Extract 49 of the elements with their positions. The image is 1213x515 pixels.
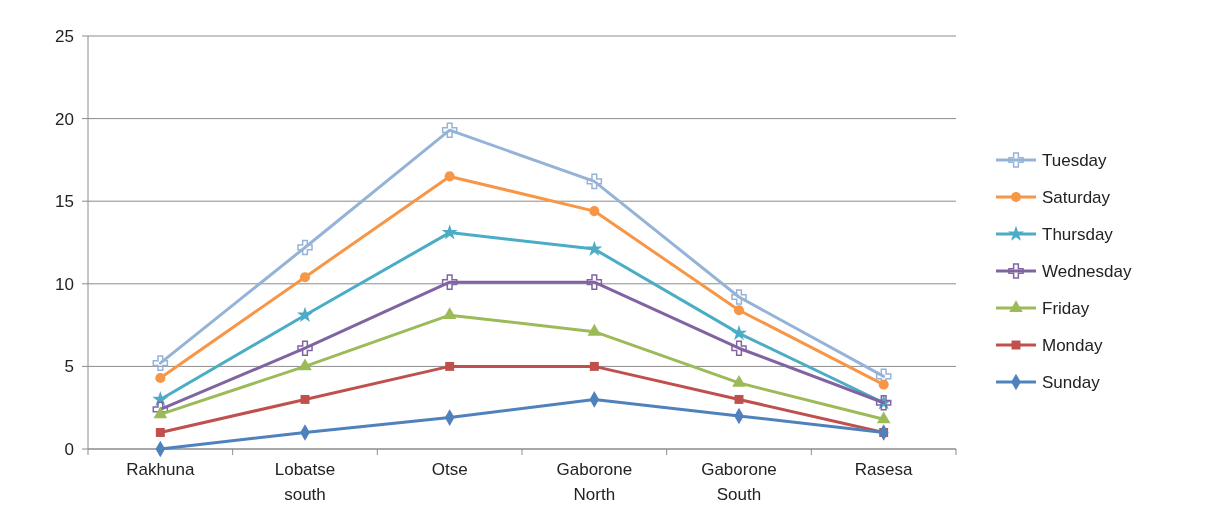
legend-label: Wednesday [1042, 261, 1132, 281]
point [297, 239, 313, 256]
point [445, 361, 455, 371]
y-tick-label: 20 [55, 109, 74, 129]
point [296, 306, 314, 323]
y-tick-label: 15 [55, 192, 74, 212]
x-tick-label: Gaborone South [701, 460, 777, 504]
x-tick-label: Rasesa [854, 460, 914, 479]
point [878, 379, 889, 390]
point [155, 428, 165, 437]
point [155, 372, 166, 383]
legend-label: Monday [1042, 335, 1103, 355]
point [586, 173, 603, 190]
y-tick-label: 10 [55, 274, 74, 294]
point [589, 361, 599, 371]
point [589, 206, 600, 217]
point [732, 375, 746, 387]
legend-label: Tuesday [1042, 150, 1108, 170]
point [153, 406, 168, 419]
point [299, 272, 311, 283]
point [441, 122, 458, 138]
point [733, 305, 745, 316]
y-tick-label: 0 [64, 439, 74, 459]
point [300, 394, 310, 404]
x-tick-label: Rakhuna [126, 460, 195, 479]
point [586, 240, 603, 256]
point [441, 224, 458, 240]
point [152, 355, 169, 371]
legend-label: Thursday [1042, 224, 1114, 244]
point [441, 274, 458, 290]
point [298, 358, 312, 371]
y-tick-label: 5 [64, 357, 74, 377]
point [442, 307, 457, 320]
point [587, 323, 602, 336]
point [734, 394, 744, 404]
point [731, 289, 747, 305]
point [731, 340, 747, 357]
legend-label: Sunday [1042, 372, 1101, 392]
point [297, 340, 313, 357]
point [586, 274, 603, 290]
x-tick-label: Gaborone North [556, 460, 633, 504]
legend-label: Saturday [1042, 187, 1111, 207]
point [730, 324, 748, 341]
x-tick-label: Otse [431, 460, 468, 479]
y-tick-label: 25 [55, 26, 74, 46]
x-tick-label: Lobatse south [274, 460, 336, 504]
legend-label: Friday [1042, 298, 1090, 318]
point [876, 411, 891, 424]
point [444, 171, 455, 182]
